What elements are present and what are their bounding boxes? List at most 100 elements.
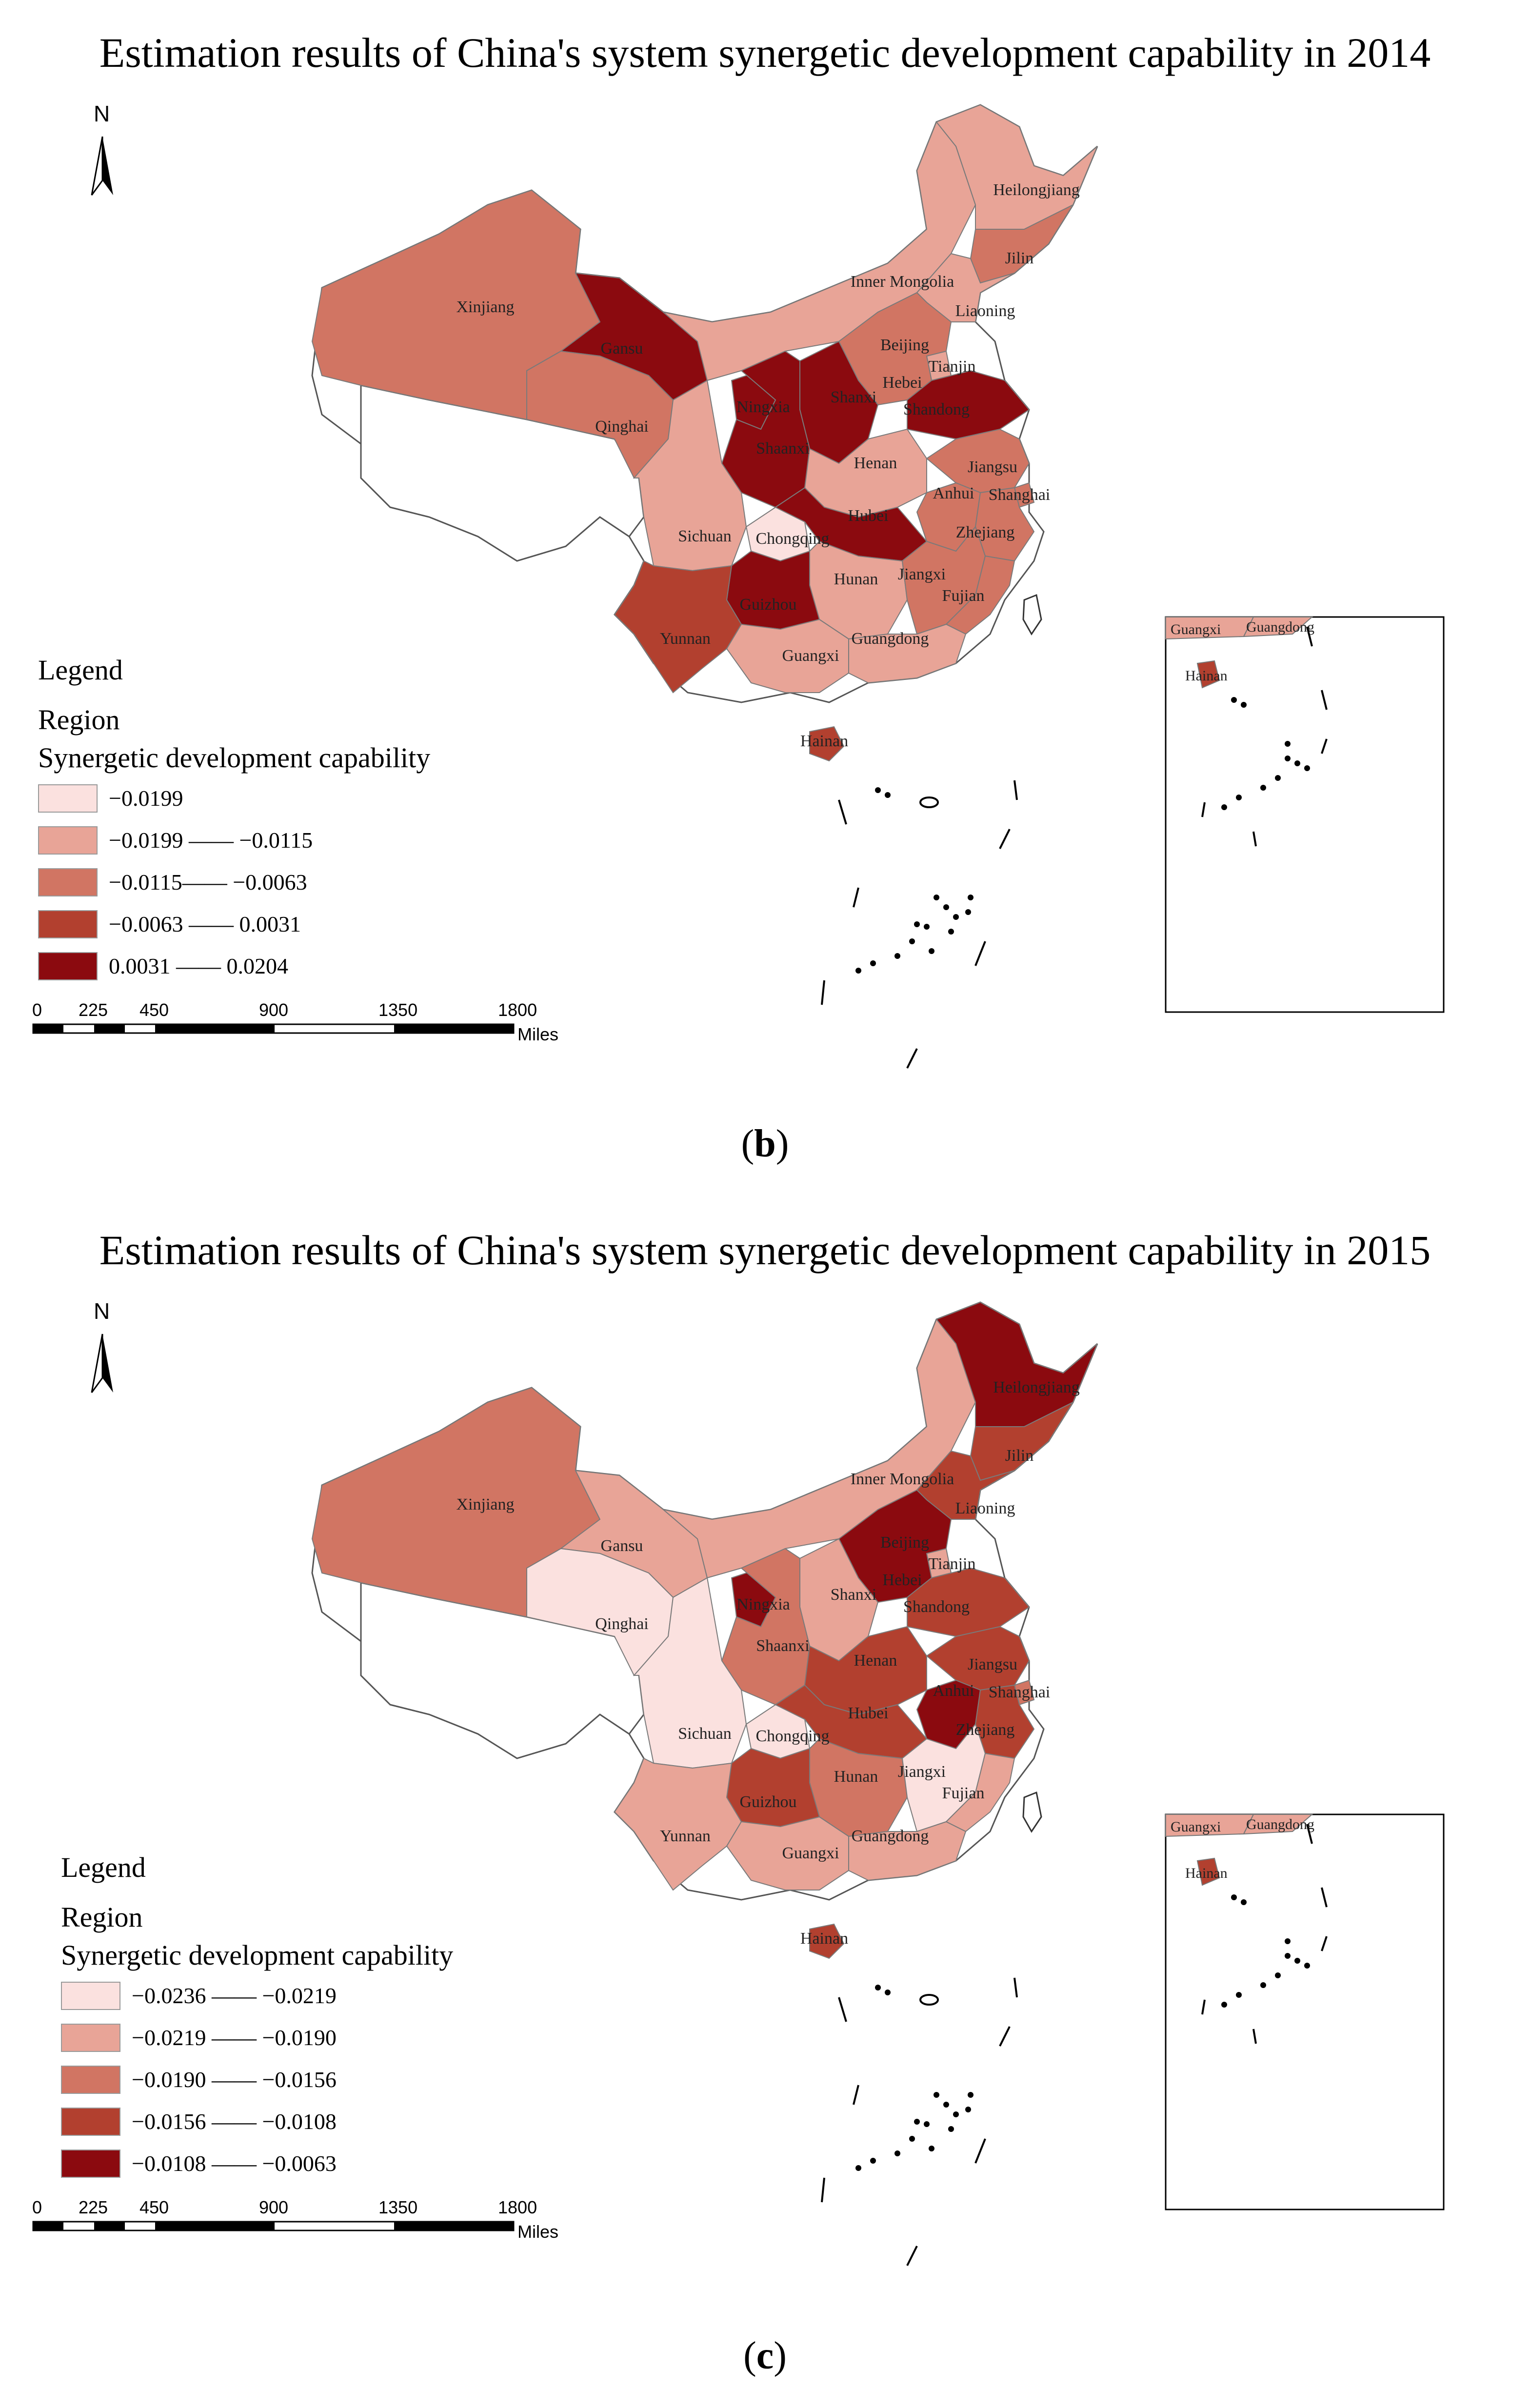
boundary-dash <box>838 1997 847 2022</box>
island-dot <box>965 909 971 915</box>
province-label-guangdong: Guangdong <box>852 630 929 648</box>
inset-island-dot <box>1231 697 1237 703</box>
province-label-guizhou: Guizhou <box>739 1793 796 1811</box>
map-panel-2014: Estimation results of China's system syn… <box>0 0 1530 1200</box>
inset-island-dot <box>1241 702 1247 708</box>
scale-unit-label: Miles <box>517 1024 559 1044</box>
scale-bar-segment <box>155 1024 275 1033</box>
legend-region-label: Region <box>38 704 120 736</box>
legend-item: −0.0236 —— −0.0219 <box>61 1982 500 2012</box>
scale-unit-label: Miles <box>517 2222 559 2242</box>
scale-bar-segment <box>33 2222 63 2230</box>
north-label: N <box>94 101 110 126</box>
province-label-guangxi: Guangxi <box>782 647 839 665</box>
legend-swatch <box>61 2149 120 2178</box>
province-label-sichuan: Sichuan <box>678 527 732 545</box>
province-label-hunan: Hunan <box>834 570 878 588</box>
province-label-fujian: Fujian <box>942 587 985 605</box>
legend-item: −0.0115—— −0.0063 <box>38 868 477 898</box>
inset-island-dot <box>1241 1899 1247 1905</box>
scale-tick-label: 0 <box>32 1000 42 1020</box>
province-label-hainan: Hainan <box>800 732 848 750</box>
legend-variable-label: Synergetic development capability <box>61 1939 454 1971</box>
province-label-jiangxi: Jiangxi <box>898 565 946 583</box>
map-title: Estimation results of China's system syn… <box>99 1227 1431 1274</box>
province-label-heilongjiang: Heilongjiang <box>993 1378 1080 1396</box>
legend-swatch <box>38 952 98 980</box>
island-dot <box>870 2158 876 2164</box>
legend-range-label: −0.0115—— −0.0063 <box>109 870 307 895</box>
legend-range-label: −0.0108 —— −0.0063 <box>132 2151 337 2176</box>
north-arrow-icon <box>91 1333 113 1393</box>
province-guizhou <box>726 550 820 630</box>
province-label-chongqing: Chongqing <box>755 1727 829 1745</box>
inset-province-hainan <box>1196 1857 1220 1886</box>
legend-swatch <box>61 2108 120 2136</box>
island-dot <box>885 792 891 798</box>
province-label-shanxi: Shanxi <box>831 1586 876 1604</box>
inset-island-dot <box>1275 1972 1281 1978</box>
province-shandong <box>907 1567 1030 1637</box>
island-dot <box>924 2121 930 2127</box>
south-china-sea-inset: Guangxi Guangdong Hainan <box>1165 616 1445 1013</box>
province-guangdong <box>848 623 967 684</box>
legend-range-label: −0.0190 —— −0.0156 <box>132 2067 337 2092</box>
province-label-guangxi: Guangxi <box>782 1844 839 1862</box>
province-guangxi <box>726 1816 849 1891</box>
scale-tick-label: 450 <box>139 1000 169 1020</box>
boundary-dash <box>1013 1977 1018 1998</box>
legend-region-label: Region <box>61 1901 143 1933</box>
boundary-dash <box>853 887 859 908</box>
inset-island-dot <box>1294 1958 1300 1964</box>
island-dot <box>948 2126 954 2132</box>
province-label-fujian: Fujian <box>942 1784 985 1802</box>
province-label-ningxia: Ningxia <box>736 398 790 416</box>
inset-island-dot <box>1221 804 1227 810</box>
island-dot <box>924 924 930 930</box>
province-label-jilin: Jilin <box>1005 1447 1034 1465</box>
north-arrow-outline <box>91 136 103 196</box>
province-label-tianjin: Tianjin <box>928 358 975 376</box>
island-dot <box>965 2107 971 2112</box>
province-label-ningxia: Ningxia <box>736 1595 790 1613</box>
inset-boundary-dash <box>1306 1824 1313 1844</box>
province-label-guangdong: Guangdong <box>852 1827 929 1845</box>
scale-bar-segment <box>94 1024 125 1033</box>
inset-island-dot <box>1221 2002 1227 2008</box>
taiwan-outline <box>1022 1791 1042 1833</box>
legend-swatch <box>38 868 98 896</box>
province-label-hunan: Hunan <box>834 1768 878 1786</box>
island-dot <box>943 904 949 910</box>
map-geometry: Xinjiang Gansu Qinghai Inner Mongolia Heilon… <box>311 1301 1098 1959</box>
inset-label-guangdong: Guangdong <box>1246 1816 1314 1832</box>
scale-bar-segment <box>33 1024 63 1033</box>
island-dot <box>875 1985 881 1990</box>
inset-province-guangdong <box>1243 617 1313 637</box>
inset-island-dot <box>1275 775 1281 781</box>
south-china-sea-islands <box>821 1977 1018 2266</box>
province-label-shanghai: Shanghai <box>989 1683 1051 1701</box>
legend-range-label: −0.0199 —— −0.0115 <box>109 828 313 853</box>
legend-range-label: −0.0156 —— −0.0108 <box>132 2109 337 2134</box>
map-legend: Legend Region Synergetic development cap… <box>61 1851 549 2192</box>
province-label-hubei: Hubei <box>848 507 888 525</box>
inset-boundary-dash <box>1321 1936 1328 1951</box>
province-hainan <box>809 1923 845 1959</box>
inset-province-guangdong <box>1243 1814 1313 1835</box>
boundary-dash <box>821 2177 825 2203</box>
inset-label-hainan: Hainan <box>1185 668 1228 684</box>
legend-swatch <box>61 1982 120 2010</box>
province-label-inner-mongolia: Inner Mongolia <box>851 273 954 291</box>
province-label-guizhou: Guizhou <box>739 596 796 614</box>
south-china-sea-islands <box>821 780 1018 1069</box>
province-guangdong <box>848 1821 967 1881</box>
boundary-dash <box>1013 780 1018 800</box>
boundary-dash <box>999 829 1011 849</box>
island-dot <box>934 2092 939 2098</box>
province-label-shaanxi: Shaanxi <box>756 1637 810 1655</box>
legend-swatch <box>61 2024 120 2052</box>
province-yunnan <box>614 1757 742 1891</box>
island-dot <box>929 2146 934 2151</box>
island-dot <box>855 968 861 974</box>
province-label-xinjiang: Xinjiang <box>457 298 515 316</box>
